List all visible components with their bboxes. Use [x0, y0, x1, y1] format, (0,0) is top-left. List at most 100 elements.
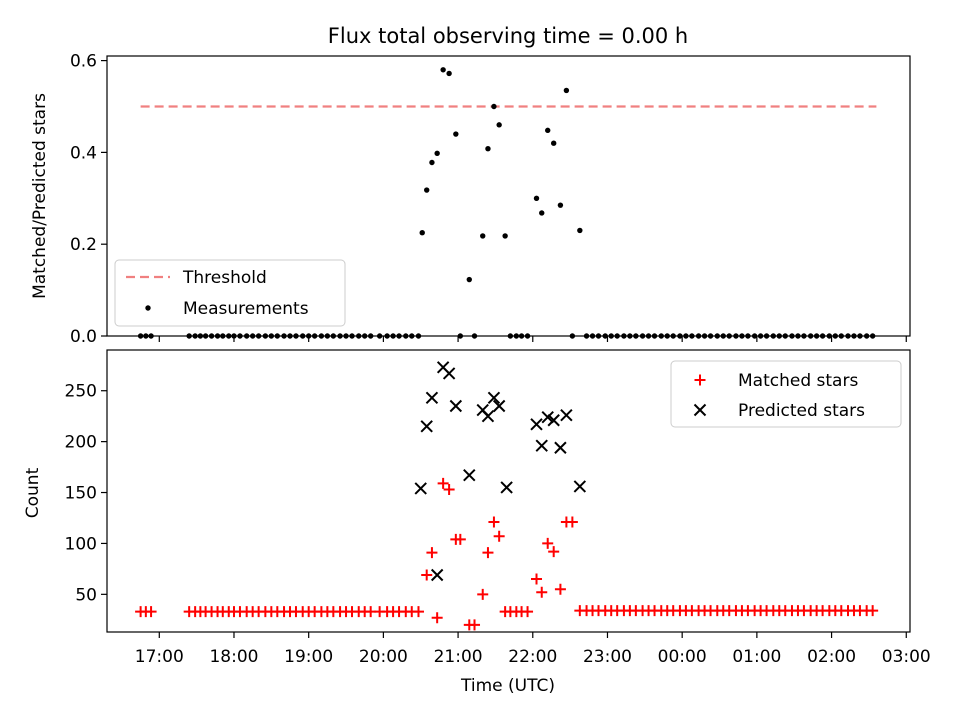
matched-star-marker — [469, 619, 481, 631]
legend-threshold-label: Threshold — [182, 268, 267, 288]
matched-star-marker — [566, 516, 578, 528]
bottom-y-tick-label: 50 — [75, 585, 97, 605]
predicted-star-marker — [492, 399, 506, 413]
measurement-point — [305, 333, 312, 339]
measurement-point — [384, 333, 390, 339]
bottom-x-tick-label: 19:00 — [284, 647, 333, 667]
measurement-point — [801, 333, 807, 339]
matched-star-marker — [536, 586, 548, 598]
bottom-x-tick-label: 17:00 — [135, 647, 184, 667]
predicted-star-marker — [541, 410, 554, 424]
legend-predicted-swatch — [693, 403, 707, 417]
matched-star-marker — [477, 588, 489, 600]
matched-star-marker — [554, 583, 566, 595]
measurement-point — [220, 333, 226, 339]
top-y-tick-label: 0.0 — [70, 327, 97, 347]
bottom-y-axis-label: Count — [23, 467, 43, 518]
matched-star-marker — [454, 533, 466, 545]
predicted-star-marker — [554, 441, 567, 454]
matched-star-marker — [421, 569, 433, 581]
measurement-point — [281, 333, 287, 339]
measurement-point — [701, 333, 708, 339]
matched-star-marker — [443, 483, 455, 495]
predicted-star-marker — [449, 399, 463, 413]
matched-star-marker — [867, 605, 879, 617]
top-y-tick-label: 0.6 — [70, 52, 97, 72]
measurement-point — [287, 333, 293, 339]
measurement-point — [318, 333, 325, 339]
measurement-point — [356, 333, 362, 339]
measurement-point — [757, 333, 764, 339]
measurement-point — [857, 333, 863, 339]
measurement-point — [324, 333, 331, 339]
measurement-point — [782, 333, 788, 339]
predicted-star-marker — [535, 439, 548, 452]
measurement-point — [507, 333, 514, 339]
measurement-point — [424, 187, 430, 193]
measurement-point — [539, 210, 545, 216]
measurement-point — [664, 333, 670, 339]
measurement-point — [293, 333, 299, 339]
bottom-panel: Count Time (UTC) 50 100 150 200 250 17:00 18:0… — [23, 349, 931, 696]
measurement-point — [639, 333, 646, 339]
measurement-point — [243, 333, 250, 339]
measurement-point — [491, 103, 497, 110]
measurement-point — [237, 333, 243, 339]
measurement-point — [832, 333, 839, 339]
measurement-point — [557, 202, 564, 208]
measurement-point — [770, 333, 777, 339]
measurement-point — [453, 131, 459, 137]
measurement-point — [689, 333, 695, 339]
predicted-star-marker — [425, 391, 439, 405]
measurement-point — [763, 333, 770, 339]
bottom-plot-area: 50 100 150 200 250 17:00 18:00 19:00 20:00 21:00 2… — [65, 349, 931, 667]
measurement-point — [137, 333, 144, 339]
measurement-point — [518, 333, 525, 339]
measurement-point — [485, 146, 491, 152]
legend-predicted-label: Predicted stars — [738, 401, 865, 421]
measurement-point — [739, 333, 745, 339]
measurement-point — [845, 333, 851, 339]
bottom-legend: Matched stars Predicted stars — [670, 360, 902, 428]
measurement-point — [851, 333, 857, 339]
measurement-point — [300, 333, 306, 339]
top-legend: Threshold Measurements — [114, 259, 346, 327]
top-panel: Matched/Predicted stars 0.0 0.2 0.4 0.6 Thr… — [30, 52, 911, 347]
measurement-point — [807, 333, 814, 339]
measurement-point — [502, 233, 508, 239]
predicted-star-marker — [530, 418, 543, 431]
predicted-star-marker — [430, 568, 444, 582]
measurement-point — [434, 150, 440, 157]
matched-star-marker — [437, 477, 449, 489]
top-legend-frame — [114, 259, 346, 327]
measurement-point — [186, 333, 192, 339]
bottom-legend-frame — [670, 360, 902, 428]
measurement-point — [192, 333, 198, 339]
measurement-point — [231, 333, 237, 339]
x-axis-label: Time (UTC) — [460, 676, 555, 696]
measurement-point — [838, 333, 844, 339]
bottom-x-tick-label: 02:00 — [807, 647, 856, 667]
bottom-x-tick-label: 22:00 — [508, 647, 557, 667]
measurement-point — [349, 333, 355, 339]
measurement-point — [645, 333, 652, 339]
measurement-point — [720, 333, 726, 339]
measurement-point — [446, 70, 452, 77]
top-y-tick-label: 0.4 — [70, 143, 97, 163]
matched-star-marker — [542, 537, 554, 549]
matched-star-marker — [145, 606, 157, 618]
measurement-point — [714, 333, 720, 339]
predicted-star-marker — [560, 408, 573, 422]
measurement-point — [524, 333, 531, 339]
measurement-point — [148, 333, 154, 339]
measurement-point — [337, 333, 343, 339]
measurement-point — [376, 333, 383, 339]
predicted-star-marker — [487, 391, 501, 405]
legend-matched-swatch — [694, 374, 706, 386]
bottom-y-tick-label: 250 — [65, 382, 97, 402]
measurement-point — [651, 333, 658, 339]
measurement-point — [670, 333, 676, 339]
measurement-point — [343, 333, 349, 339]
predicted-star-marker — [442, 367, 456, 380]
measurement-point — [563, 87, 570, 94]
